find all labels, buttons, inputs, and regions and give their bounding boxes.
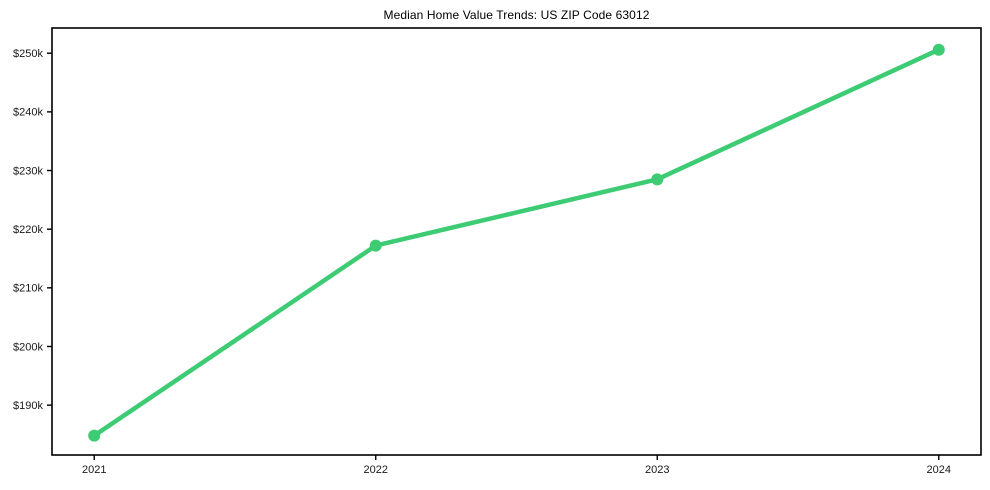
data-point-marker bbox=[932, 43, 945, 56]
x-tick-label: 2024 bbox=[927, 464, 951, 476]
y-tick-label: $230k bbox=[13, 165, 43, 177]
y-tick-label: $240k bbox=[13, 107, 43, 119]
plot-border bbox=[51, 27, 982, 456]
y-tick-label: $210k bbox=[13, 283, 43, 295]
y-tick-label: $200k bbox=[13, 341, 43, 353]
x-tick-label: 2021 bbox=[82, 464, 106, 476]
trend-line bbox=[91, 47, 942, 438]
data-point-marker bbox=[88, 429, 101, 442]
chart-title: Median Home Value Trends: US ZIP Code 63… bbox=[383, 8, 650, 22]
x-tick-label: 2022 bbox=[364, 464, 388, 476]
x-tick-label: 2023 bbox=[645, 464, 669, 476]
data-point-marker bbox=[651, 173, 664, 186]
data-point-marker bbox=[369, 239, 382, 252]
y-tick-label: $220k bbox=[13, 224, 43, 236]
y-tick-label: $190k bbox=[13, 400, 43, 412]
y-tick-label: $250k bbox=[13, 48, 43, 60]
